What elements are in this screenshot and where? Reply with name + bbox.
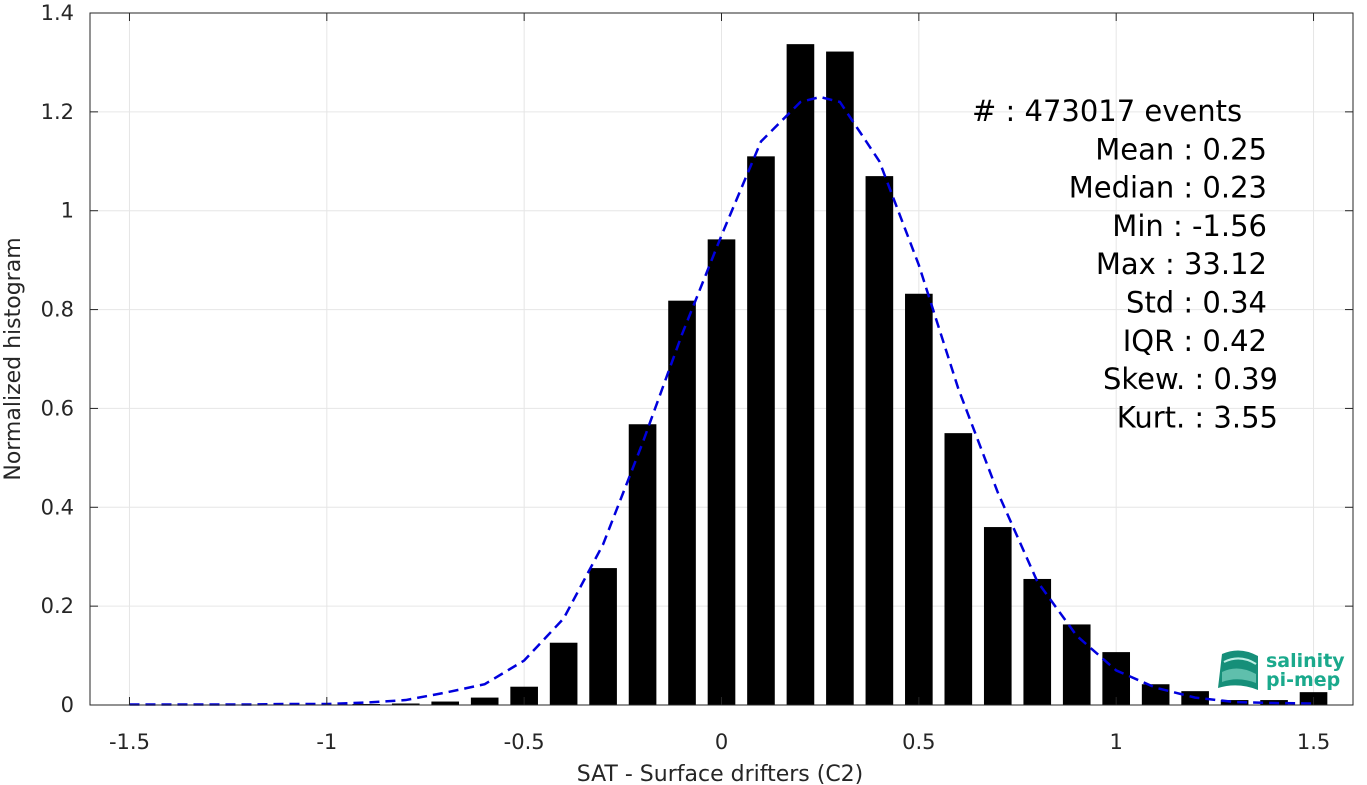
stat-line: Mean : 0.25 [1095, 132, 1267, 166]
histogram-bar [786, 44, 815, 705]
stat-line: IQR : 0.42 [1123, 324, 1267, 358]
histogram-bar [589, 568, 617, 705]
x-tick-labels: -1.5 -1 -0.5 0 0.5 1 1.5 [109, 730, 1330, 754]
y-tick-label: 1 [61, 199, 74, 223]
histogram-bar [905, 293, 933, 705]
histogram-bar [1141, 684, 1170, 705]
stat-line: Max : 33.12 [1096, 247, 1267, 281]
y-tick-label: 1.4 [41, 1, 74, 25]
x-tick-label: 1.5 [1297, 730, 1330, 754]
logo-line-2: pi-mep [1266, 669, 1340, 691]
y-axis-title: Normalized histogram [1, 237, 26, 480]
y-tick-label: 1.2 [41, 100, 74, 124]
histogram-bar [826, 51, 854, 706]
logo-wave-icon [1218, 650, 1258, 690]
stat-line: # : 473017 events [972, 94, 1242, 128]
stat-line: Kurt. : 3.55 [1117, 400, 1278, 434]
stat-line: Min : -1.56 [1112, 209, 1267, 243]
x-tick-label: -1 [316, 730, 337, 754]
fit-curve [129, 95, 1314, 706]
stat-line: Std : 0.34 [1126, 286, 1267, 320]
y-tick-label: 0.2 [41, 594, 74, 618]
stat-line: Skew. : 0.39 [1103, 362, 1278, 396]
x-tick-label: -1.5 [109, 730, 150, 754]
histogram-bar [1220, 700, 1249, 705]
histogram-bar [747, 156, 775, 706]
axis-ticks [90, 12, 1353, 706]
y-tick-label: 0 [61, 693, 74, 717]
histogram-bar [510, 686, 538, 705]
histogram-bar [391, 703, 420, 705]
x-axis-title: SAT - Surface drifters (C2) [577, 762, 864, 785]
histogram-bar [431, 701, 460, 705]
x-tick-label: 1 [1110, 730, 1123, 754]
statistics-annotation: # : 473017 events Mean : 0.25 Median : 0.2… [972, 94, 1278, 434]
histogram-bar [1062, 624, 1091, 705]
y-tick-labels: 0 0.2 0.4 0.6 0.8 1 1.2 1.4 [41, 1, 74, 717]
x-tick-label: -0.5 [504, 730, 545, 754]
histogram-bars [312, 44, 1328, 706]
x-tick-label: 0 [715, 730, 728, 754]
histogram-bar [865, 176, 894, 706]
logo-line-1: salinity [1266, 650, 1345, 672]
y-tick-label: 0.4 [41, 495, 74, 519]
histogram-bar [707, 239, 736, 705]
y-tick-label: 0.6 [41, 396, 74, 420]
histogram-bar [1023, 578, 1052, 705]
histogram-bar [549, 642, 578, 705]
histogram-bar [628, 424, 657, 705]
histogram-bar [668, 300, 696, 705]
stat-line: Median : 0.23 [1069, 171, 1267, 205]
y-tick-label: 0.8 [41, 298, 74, 322]
histogram-bar [470, 697, 499, 705]
x-tick-label: 0.5 [902, 730, 935, 754]
salinity-pi-mep-logo: salinity pi-mep [1218, 650, 1345, 691]
histogram-bar [983, 527, 1012, 705]
histogram-bar [944, 433, 973, 705]
